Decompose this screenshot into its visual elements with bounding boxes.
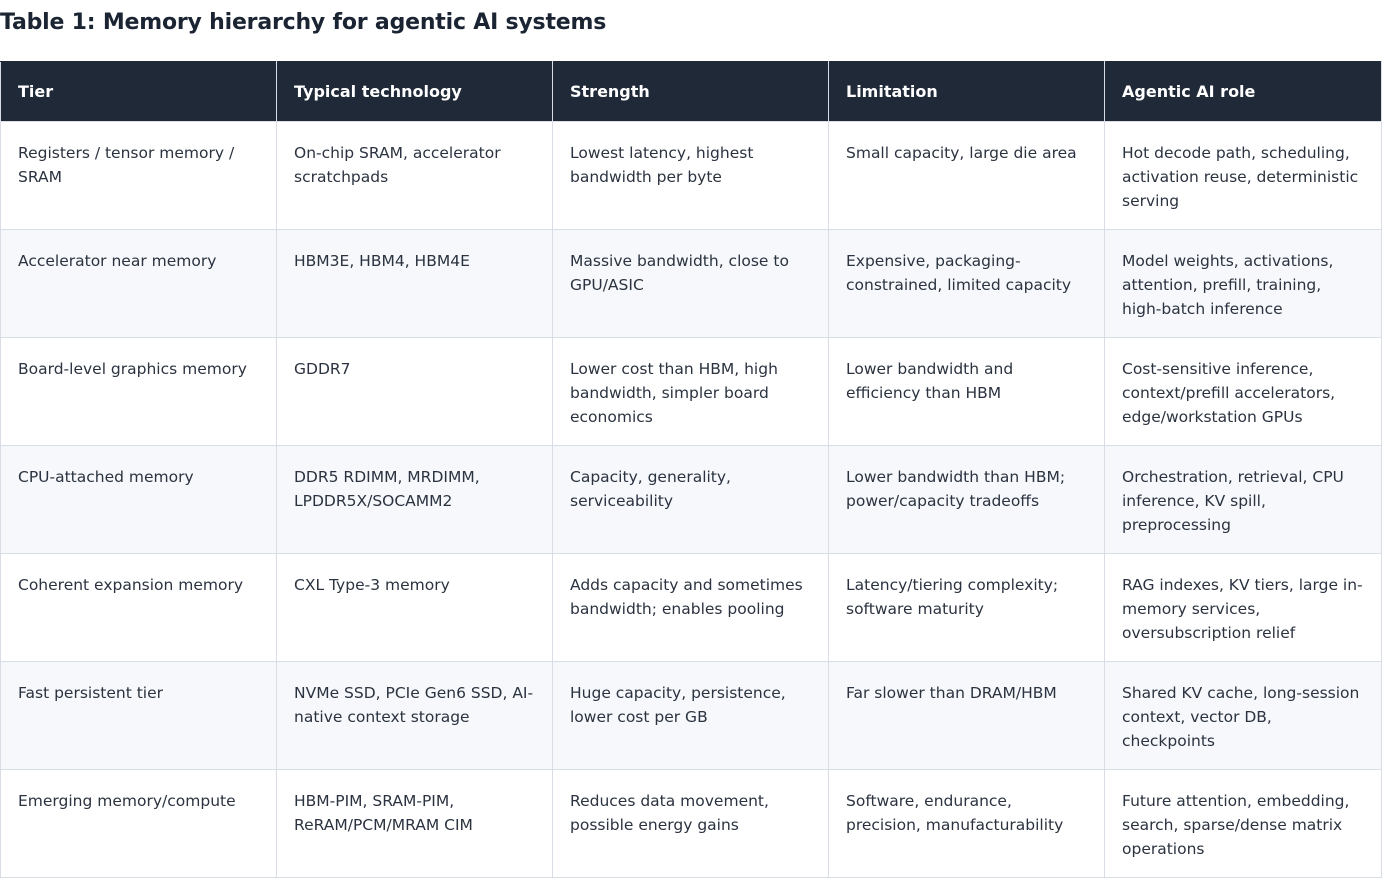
cell-tier: CPU-attached memory bbox=[0, 445, 277, 554]
table-caption: Table 1: Memory hierarchy for agentic AI… bbox=[0, 10, 607, 35]
cell-text: Registers / tensor memory / SRAM bbox=[18, 144, 235, 186]
cell-text: Small capacity, large die area bbox=[846, 144, 1077, 162]
cell-strength: Reduces data movement, possible energy g… bbox=[552, 769, 829, 878]
table-row: Accelerator near memory HBM3E, HBM4, HBM… bbox=[0, 229, 1382, 338]
cell-agentic-ai-role: Shared KV cache, long-session context, v… bbox=[1104, 661, 1382, 770]
cell-text: Lower cost than HBM, high bandwidth, sim… bbox=[570, 360, 778, 426]
memory-hierarchy-table: Tier Typical technology Strength Limitat… bbox=[0, 61, 1382, 878]
cell-text: NVMe SSD, PCIe Gen6 SSD, AI-native conte… bbox=[294, 684, 534, 726]
cell-text: Cost-sensitive inference, context/prefil… bbox=[1122, 360, 1336, 426]
cell-text: Hot decode path, scheduling, activation … bbox=[1122, 144, 1359, 210]
cell-limitation: Latency/tiering complexity; software mat… bbox=[828, 553, 1105, 662]
cell-strength: Adds capacity and sometimes bandwidth; e… bbox=[552, 553, 829, 662]
cell-text: Emerging memory/compute bbox=[18, 792, 236, 810]
cell-typical-technology: HBM3E, HBM4, HBM4E bbox=[276, 229, 553, 338]
cell-limitation: Far slower than DRAM/HBM bbox=[828, 661, 1105, 770]
cell-typical-technology: GDDR7 bbox=[276, 337, 553, 446]
cell-text: Adds capacity and sometimes bandwidth; e… bbox=[570, 576, 803, 618]
cell-tier: Board-level graphics memory bbox=[0, 337, 277, 446]
cell-strength: Lowest latency, highest bandwidth per by… bbox=[552, 121, 829, 230]
header-strength: Strength bbox=[552, 61, 829, 122]
cell-text: Future attention, embedding, search, spa… bbox=[1122, 792, 1350, 858]
cell-limitation: Lower bandwidth and efficiency than HBM bbox=[828, 337, 1105, 446]
table-row: CPU-attached memory DDR5 RDIMM, MRDIMM, … bbox=[0, 445, 1382, 554]
cell-strength: Huge capacity, persistence, lower cost p… bbox=[552, 661, 829, 770]
cell-text: Accelerator near memory bbox=[18, 252, 217, 270]
cell-agentic-ai-role: RAG indexes, KV tiers, large in-memory s… bbox=[1104, 553, 1382, 662]
cell-text: Expensive, packaging-constrained, limite… bbox=[846, 252, 1072, 294]
cell-text: Board-level graphics memory bbox=[18, 360, 247, 378]
cell-limitation: Lower bandwidth than HBM; power/capacity… bbox=[828, 445, 1105, 554]
cell-text: HBM-PIM, SRAM-PIM, ReRAM/PCM/MRAM CIM bbox=[294, 792, 473, 834]
cell-text: Far slower than DRAM/HBM bbox=[846, 684, 1057, 702]
cell-strength: Massive bandwidth, close to GPU/ASIC bbox=[552, 229, 829, 338]
header-typical-technology: Typical technology bbox=[276, 61, 553, 122]
header-agentic-ai-role: Agentic AI role bbox=[1104, 61, 1382, 122]
cell-text: Software, endurance, precision, manufact… bbox=[846, 792, 1064, 834]
cell-typical-technology: DDR5 RDIMM, MRDIMM, LPDDR5X/SOCAMM2 bbox=[276, 445, 553, 554]
cell-text: Reduces data movement, possible energy g… bbox=[570, 792, 769, 834]
cell-text: Fast persistent tier bbox=[18, 684, 164, 702]
cell-text: On-chip SRAM, accelerator scratchpads bbox=[294, 144, 501, 186]
cell-text: Capacity, generality, serviceability bbox=[570, 468, 731, 510]
header-row: Tier Typical technology Strength Limitat… bbox=[0, 61, 1382, 122]
cell-text: Lower bandwidth than HBM; power/capacity… bbox=[846, 468, 1066, 510]
table-row: Coherent expansion memory CXL Type-3 mem… bbox=[0, 553, 1382, 662]
cell-agentic-ai-role: Hot decode path, scheduling, activation … bbox=[1104, 121, 1382, 230]
cell-text: Shared KV cache, long-session context, v… bbox=[1122, 684, 1360, 750]
table-row: Registers / tensor memory / SRAM On-chip… bbox=[0, 121, 1382, 230]
cell-typical-technology: On-chip SRAM, accelerator scratchpads bbox=[276, 121, 553, 230]
cell-strength: Capacity, generality, serviceability bbox=[552, 445, 829, 554]
cell-limitation: Software, endurance, precision, manufact… bbox=[828, 769, 1105, 878]
cell-strength: Lower cost than HBM, high bandwidth, sim… bbox=[552, 337, 829, 446]
cell-typical-technology: HBM-PIM, SRAM-PIM, ReRAM/PCM/MRAM CIM bbox=[276, 769, 553, 878]
cell-text: Coherent expansion memory bbox=[18, 576, 244, 594]
cell-limitation: Expensive, packaging-constrained, limite… bbox=[828, 229, 1105, 338]
cell-tier: Fast persistent tier bbox=[0, 661, 277, 770]
table-row: Board-level graphics memory GDDR7 Lower … bbox=[0, 337, 1382, 446]
cell-agentic-ai-role: Cost-sensitive inference, context/prefil… bbox=[1104, 337, 1382, 446]
cell-typical-technology: CXL Type-3 memory bbox=[276, 553, 553, 662]
cell-text: Lowest latency, highest bandwidth per by… bbox=[570, 144, 754, 186]
cell-typical-technology: NVMe SSD, PCIe Gen6 SSD, AI-native conte… bbox=[276, 661, 553, 770]
cell-agentic-ai-role: Model weights, activations, attention, p… bbox=[1104, 229, 1382, 338]
cell-text: GDDR7 bbox=[294, 360, 351, 378]
cell-tier: Registers / tensor memory / SRAM bbox=[0, 121, 277, 230]
cell-text: Orchestration, retrieval, CPU inference,… bbox=[1122, 468, 1344, 534]
cell-text: DDR5 RDIMM, MRDIMM, LPDDR5X/SOCAMM2 bbox=[294, 468, 480, 510]
table-header: Tier Typical technology Strength Limitat… bbox=[0, 61, 1382, 122]
cell-agentic-ai-role: Future attention, embedding, search, spa… bbox=[1104, 769, 1382, 878]
table-row: Emerging memory/compute HBM-PIM, SRAM-PI… bbox=[0, 769, 1382, 878]
cell-text: Model weights, activations, attention, p… bbox=[1122, 252, 1334, 318]
cell-text: Lower bandwidth and efficiency than HBM bbox=[846, 360, 1014, 402]
cell-limitation: Small capacity, large die area bbox=[828, 121, 1105, 230]
table-row: Fast persistent tier NVMe SSD, PCIe Gen6… bbox=[0, 661, 1382, 770]
cell-text: CPU-attached memory bbox=[18, 468, 194, 486]
cell-text: Huge capacity, persistence, lower cost p… bbox=[570, 684, 786, 726]
cell-tier: Emerging memory/compute bbox=[0, 769, 277, 878]
header-limitation: Limitation bbox=[828, 61, 1105, 122]
cell-text: RAG indexes, KV tiers, large in-memory s… bbox=[1122, 576, 1363, 642]
cell-agentic-ai-role: Orchestration, retrieval, CPU inference,… bbox=[1104, 445, 1382, 554]
cell-text: Massive bandwidth, close to GPU/ASIC bbox=[570, 252, 789, 294]
table-body: Registers / tensor memory / SRAM On-chip… bbox=[0, 121, 1382, 878]
cell-tier: Coherent expansion memory bbox=[0, 553, 277, 662]
cell-text: Latency/tiering complexity; software mat… bbox=[846, 576, 1059, 618]
cell-text: HBM3E, HBM4, HBM4E bbox=[294, 252, 470, 270]
cell-tier: Accelerator near memory bbox=[0, 229, 277, 338]
header-tier: Tier bbox=[0, 61, 277, 122]
cell-text: CXL Type-3 memory bbox=[294, 576, 450, 594]
